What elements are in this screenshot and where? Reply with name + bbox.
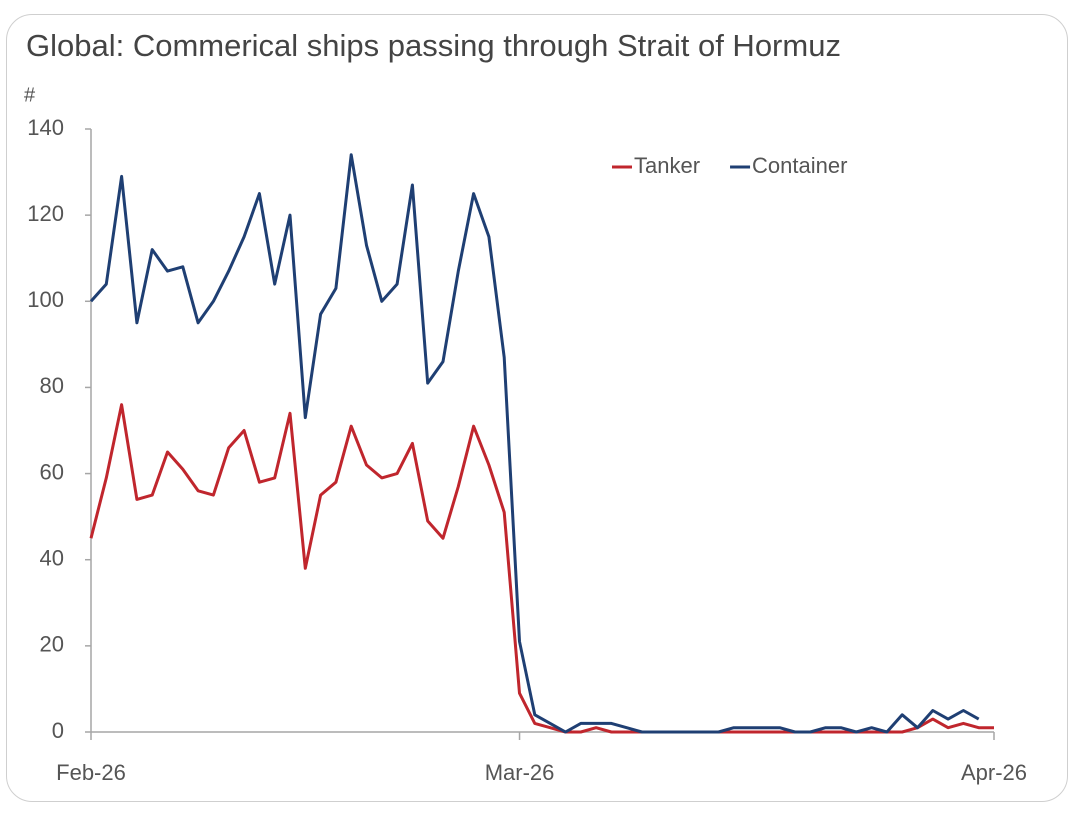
legend-label: Tanker — [634, 153, 700, 178]
x-tick-label: Apr-26 — [961, 760, 1027, 785]
chart-card — [6, 14, 1068, 802]
x-tick-label: Feb-26 — [56, 760, 126, 785]
y-tick-label: 60 — [40, 459, 64, 484]
y-tick-label: 40 — [40, 546, 64, 571]
y-tick-label: 100 — [27, 287, 64, 312]
chart-title: Global: Commerical ships passing through… — [26, 28, 841, 63]
legend-label: Container — [752, 153, 847, 178]
y-tick-label: 80 — [40, 373, 64, 398]
y-tick-label: 140 — [27, 115, 64, 140]
series-line — [89, 403, 994, 734]
y-axis-label: # — [24, 84, 36, 106]
y-tick-label: 20 — [40, 632, 64, 657]
y-tick-label: 120 — [27, 201, 64, 226]
x-tick-label: Mar-26 — [485, 760, 555, 785]
y-tick-label: 0 — [52, 718, 64, 743]
series-line — [89, 153, 980, 734]
